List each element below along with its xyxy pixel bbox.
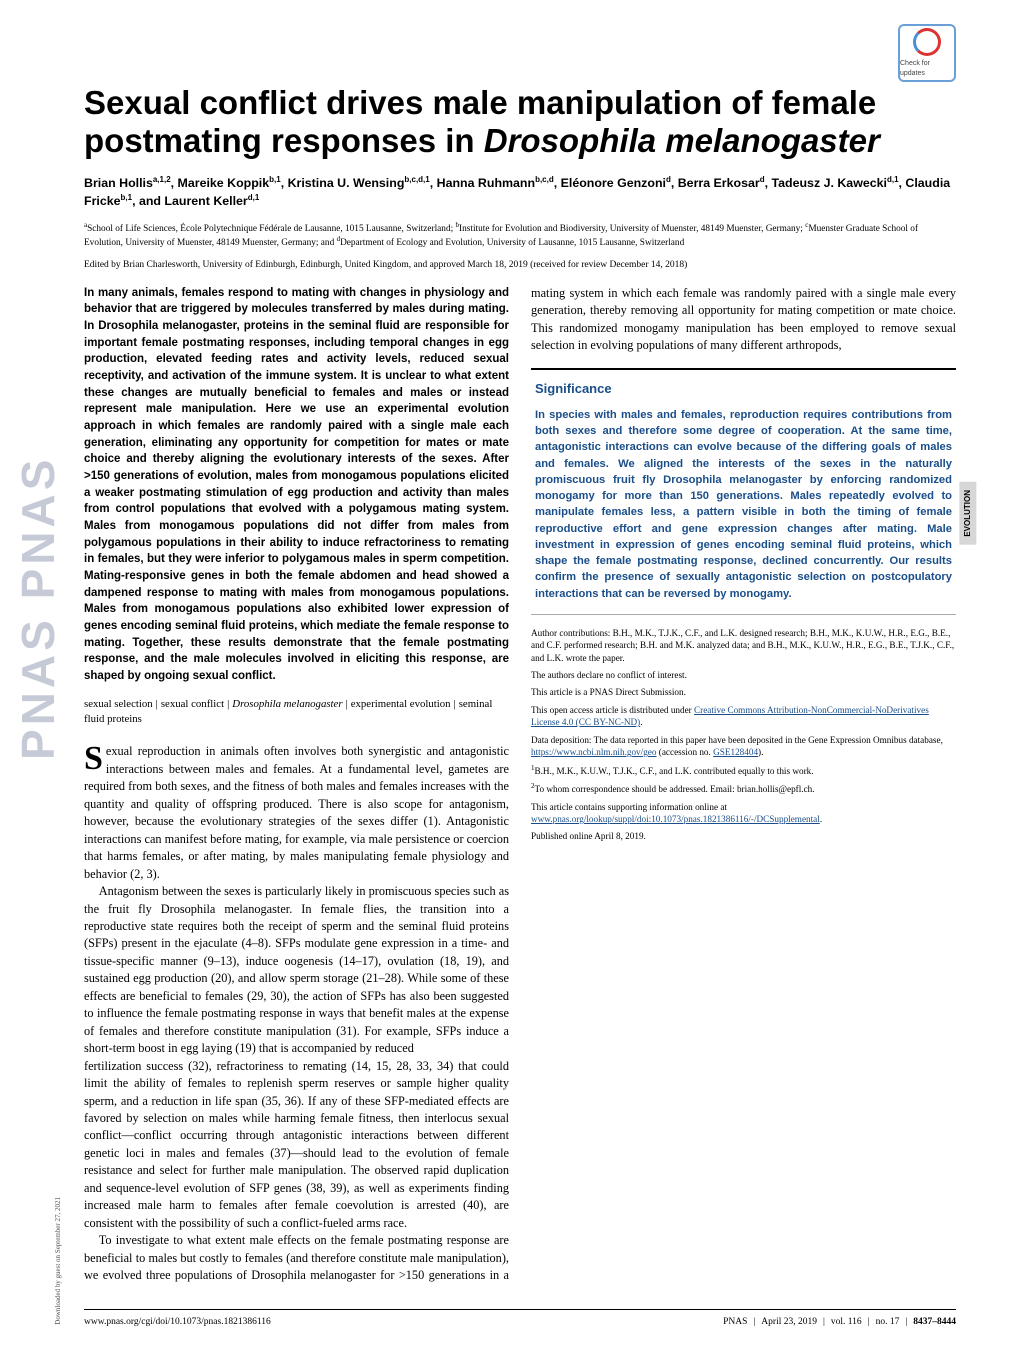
- significance-heading: Significance: [535, 380, 952, 398]
- p1-text: exual reproduction in animals often invo…: [84, 744, 509, 880]
- keyword: sexual selection: [84, 698, 153, 710]
- keyword: Drosophila melanogaster: [232, 698, 342, 710]
- supporting-info: This article contains supporting informa…: [531, 801, 956, 826]
- keywords: sexual selection|sexual conflict|Drosoph…: [84, 697, 509, 728]
- significance-box: Significance In species with males and f…: [531, 368, 956, 614]
- edited-by: Edited by Brian Charlesworth, University…: [84, 259, 956, 272]
- equal-contrib-note: 1B.H., M.K., K.U.W., T.J.K., C.F., and L…: [531, 764, 956, 777]
- keyword: experimental evolution: [351, 698, 451, 710]
- footer-meta: PNAS|April 23, 2019|vol. 116|no. 17|8437…: [723, 1316, 956, 1329]
- data-link-accession[interactable]: GSE128404: [713, 747, 758, 757]
- check-updates-badge[interactable]: Check for updates: [898, 24, 956, 82]
- journal-spine: PNAS PNAS: [6, 160, 42, 760]
- footer-doi[interactable]: www.pnas.org/cgi/doi/10.1073/pnas.182138…: [84, 1316, 271, 1329]
- page-footer: www.pnas.org/cgi/doi/10.1073/pnas.182138…: [84, 1309, 956, 1329]
- section-tag: EVOLUTION: [959, 482, 976, 545]
- author-contributions: Author contributions: B.H., M.K., T.J.K.…: [531, 627, 956, 664]
- license-pre: This open access article is distributed …: [531, 705, 694, 715]
- significance-text: In species with males and females, repro…: [535, 407, 952, 602]
- data-mid: (accession no.: [656, 747, 713, 757]
- keyword: sexual conflict: [161, 698, 224, 710]
- download-note: Downloaded by guest on September 27, 202…: [54, 1197, 64, 1325]
- si-pre: This article contains supporting informa…: [531, 802, 727, 812]
- body-paragraph-3: fertilization success (32), refractorine…: [84, 1058, 509, 1233]
- data-post: ).: [758, 747, 763, 757]
- dropcap: S: [84, 743, 106, 774]
- data-deposition: Data deposition: The data reported in th…: [531, 734, 956, 759]
- license-post: .: [640, 717, 642, 727]
- data-pre: Data deposition: The data reported in th…: [531, 735, 943, 745]
- si-link[interactable]: www.pnas.org/lookup/suppl/doi:10.1073/pn…: [531, 814, 820, 824]
- body-paragraph-1: Sexual reproduction in animals often inv…: [84, 743, 509, 883]
- footer-journal: PNAS: [723, 1317, 747, 1327]
- footer-vol: vol. 116: [831, 1317, 862, 1327]
- footer-date: April 23, 2019: [761, 1317, 817, 1327]
- check-updates-icon: [913, 28, 941, 56]
- article-title: Sexual conflict drives male manipulation…: [84, 84, 956, 160]
- page-root: PNAS PNAS Check for updates EVOLUTION Do…: [0, 0, 1020, 1365]
- submission-type: This article is a PNAS Direct Submission…: [531, 686, 956, 698]
- title-species: Drosophila melanogaster: [484, 122, 880, 159]
- footer-no: no. 17: [876, 1317, 900, 1327]
- abstract: In many animals, females respond to mati…: [84, 285, 509, 685]
- check-updates-label: Check for updates: [900, 59, 954, 79]
- correspondence-note: 2To whom correspondence should be addres…: [531, 782, 956, 795]
- body-paragraph-2: Antagonism between the sexes is particul…: [84, 883, 509, 1058]
- two-column-body: In many animals, females respond to mati…: [84, 285, 956, 1295]
- authors-line: Brian Hollisa,1,2, Mareike Koppikb,1, Kr…: [84, 174, 956, 211]
- conflict-statement: The authors declare no conflict of inter…: [531, 669, 956, 681]
- published-online: Published online April 8, 2019.: [531, 830, 956, 842]
- license-line: This open access article is distributed …: [531, 704, 956, 729]
- affiliations: aSchool of Life Sciences, École Polytech…: [84, 221, 956, 249]
- si-post: .: [820, 814, 822, 824]
- data-link-geo[interactable]: https://www.ncbi.nlm.nih.gov/geo: [531, 747, 656, 757]
- footer-pages: 8437–8444: [913, 1317, 956, 1327]
